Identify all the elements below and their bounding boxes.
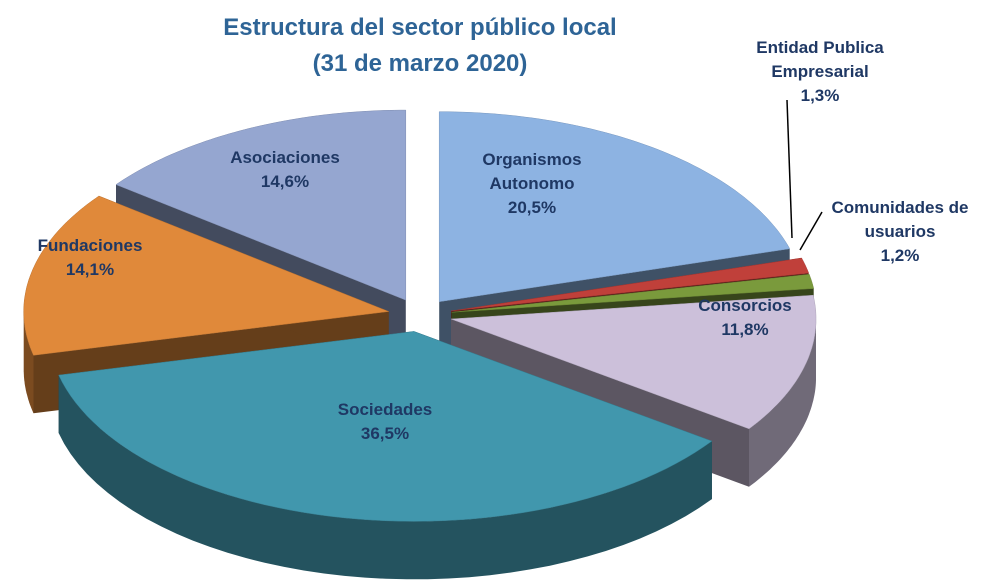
- slice-label: Sociedades 36,5%: [310, 398, 460, 446]
- category-label: Asociaciones: [230, 148, 340, 167]
- value-label: 36,5%: [360, 424, 410, 443]
- value-label: 1,2%: [880, 246, 920, 265]
- slice-label: Comunidades de usuarios 1,2%: [815, 196, 985, 268]
- slice-label: Consorcios 11,8%: [670, 294, 820, 342]
- leader-line: [786, 99, 793, 239]
- slice: [58, 331, 713, 580]
- value-label: 20,5%: [507, 198, 557, 217]
- slice-wall: [23, 311, 34, 414]
- chart-subtitle: (31 de marzo 2020): [312, 50, 528, 77]
- value-label: 11,8%: [721, 320, 769, 339]
- value-label: 14,1%: [65, 260, 115, 279]
- leader-line: [799, 211, 823, 251]
- category-label: Sociedades: [337, 400, 433, 419]
- slice-label: Entidad Publica Empresarial 1,3%: [735, 36, 905, 108]
- slice-wall: [749, 319, 816, 487]
- slice-top: [450, 294, 817, 430]
- slice-label: Fundaciones 14,1%: [15, 234, 165, 282]
- slice-label: Asociaciones 14,6%: [210, 146, 360, 194]
- slice-top: [438, 111, 791, 302]
- value-label: 14,6%: [260, 172, 310, 191]
- slice-top: [23, 195, 389, 356]
- category-label: Entidad Publica Empresarial: [756, 38, 884, 81]
- category-label: Comunidades de usuarios: [831, 198, 969, 241]
- slice-wall: [58, 375, 712, 580]
- value-label: 1,3%: [800, 86, 840, 105]
- slice-top: [58, 331, 713, 522]
- category-label: Organismos Autonomo: [482, 150, 582, 193]
- category-label: Consorcios: [698, 296, 792, 315]
- slice-top: [451, 274, 815, 313]
- slice-top: [115, 109, 407, 301]
- chart-title: Estructura del sector público local: [223, 14, 617, 41]
- slice-top: [451, 257, 810, 312]
- slice-label: Organismos Autonomo 20,5%: [452, 148, 612, 220]
- category-label: Fundaciones: [37, 236, 143, 255]
